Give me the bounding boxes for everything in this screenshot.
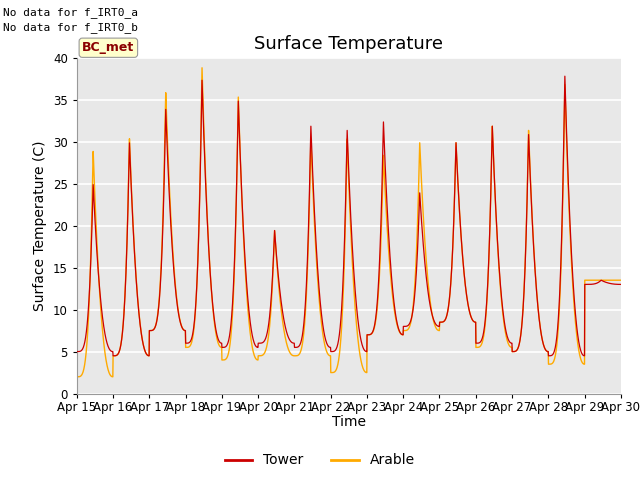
Text: BC_met: BC_met: [82, 41, 134, 54]
X-axis label: Time: Time: [332, 415, 366, 429]
Title: Surface Temperature: Surface Temperature: [254, 35, 444, 53]
Y-axis label: Surface Temperature (C): Surface Temperature (C): [33, 140, 47, 311]
Text: No data for f_IRT0_a: No data for f_IRT0_a: [3, 7, 138, 18]
Text: No data for f_IRT0_b: No data for f_IRT0_b: [3, 22, 138, 33]
Legend: Tower, Arable: Tower, Arable: [219, 448, 421, 473]
